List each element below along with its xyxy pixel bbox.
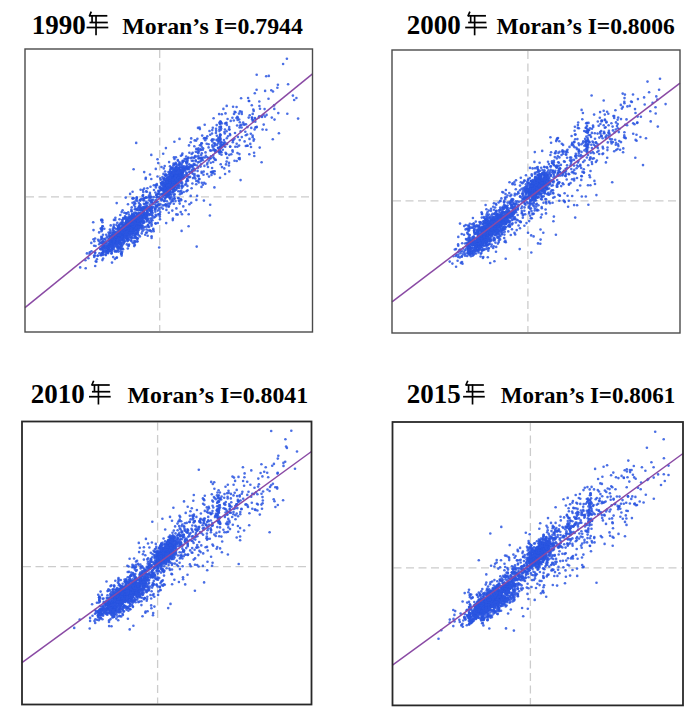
svg-text:Moran’s I=0.8006: Moran’s I=0.8006 (497, 13, 676, 39)
svg-text:2010: 2010 (31, 379, 85, 409)
svg-text:Moran’s I=0.8061: Moran’s I=0.8061 (501, 383, 676, 408)
svg-text:2015: 2015 (407, 379, 461, 409)
svg-text:2000: 2000 (407, 10, 461, 40)
svg-text:Moran’s I=0.8041: Moran’s I=0.8041 (128, 382, 309, 408)
svg-text:Moran’s I=0.7944: Moran’s I=0.7944 (122, 13, 303, 39)
svg-text:1990: 1990 (32, 10, 86, 40)
